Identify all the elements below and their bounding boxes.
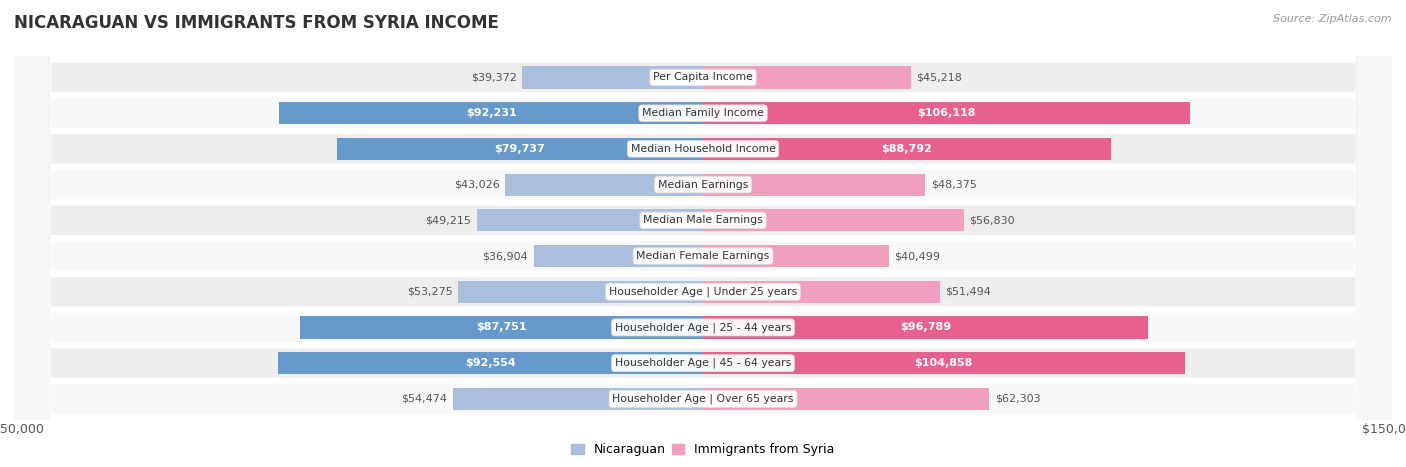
Bar xyxy=(703,138,1111,160)
Text: Median Male Earnings: Median Male Earnings xyxy=(643,215,763,225)
FancyBboxPatch shape xyxy=(14,0,1392,467)
Text: Median Household Income: Median Household Income xyxy=(630,144,776,154)
Text: $54,474: $54,474 xyxy=(401,394,447,404)
Text: $49,215: $49,215 xyxy=(426,215,471,225)
Text: $96,789: $96,789 xyxy=(900,322,950,333)
Bar xyxy=(278,352,703,374)
Text: $40,499: $40,499 xyxy=(894,251,941,261)
Bar xyxy=(703,174,925,196)
Text: $51,494: $51,494 xyxy=(945,287,991,297)
FancyBboxPatch shape xyxy=(14,0,1392,467)
Bar xyxy=(703,209,965,231)
Text: Source: ZipAtlas.com: Source: ZipAtlas.com xyxy=(1274,14,1392,24)
FancyBboxPatch shape xyxy=(14,0,1392,467)
FancyBboxPatch shape xyxy=(14,0,1392,467)
Bar xyxy=(458,281,703,303)
Bar xyxy=(703,281,939,303)
Text: $53,275: $53,275 xyxy=(408,287,453,297)
Bar xyxy=(477,209,703,231)
Text: $79,737: $79,737 xyxy=(495,144,546,154)
Text: $92,231: $92,231 xyxy=(465,108,516,118)
FancyBboxPatch shape xyxy=(14,0,1392,467)
Text: Median Earnings: Median Earnings xyxy=(658,180,748,190)
Text: $62,303: $62,303 xyxy=(994,394,1040,404)
Bar xyxy=(522,66,703,89)
Text: Householder Age | 45 - 64 years: Householder Age | 45 - 64 years xyxy=(614,358,792,368)
Bar xyxy=(703,388,990,410)
Text: $39,372: $39,372 xyxy=(471,72,516,83)
Text: $36,904: $36,904 xyxy=(482,251,529,261)
Bar xyxy=(533,245,703,267)
Text: NICARAGUAN VS IMMIGRANTS FROM SYRIA INCOME: NICARAGUAN VS IMMIGRANTS FROM SYRIA INCO… xyxy=(14,14,499,32)
FancyBboxPatch shape xyxy=(14,0,1392,467)
Text: Median Family Income: Median Family Income xyxy=(643,108,763,118)
FancyBboxPatch shape xyxy=(14,0,1392,467)
Text: $56,830: $56,830 xyxy=(970,215,1015,225)
FancyBboxPatch shape xyxy=(14,0,1392,467)
Bar xyxy=(703,102,1191,124)
Text: Householder Age | Over 65 years: Householder Age | Over 65 years xyxy=(612,394,794,404)
Bar xyxy=(703,352,1185,374)
Bar xyxy=(280,102,703,124)
FancyBboxPatch shape xyxy=(14,0,1392,467)
Text: $104,858: $104,858 xyxy=(915,358,973,368)
Text: $87,751: $87,751 xyxy=(477,322,527,333)
Text: $88,792: $88,792 xyxy=(882,144,932,154)
Bar xyxy=(337,138,703,160)
Text: $92,554: $92,554 xyxy=(465,358,516,368)
Bar xyxy=(703,245,889,267)
Bar xyxy=(299,316,703,339)
Text: $106,118: $106,118 xyxy=(918,108,976,118)
Text: Median Female Earnings: Median Female Earnings xyxy=(637,251,769,261)
Text: Householder Age | 25 - 44 years: Householder Age | 25 - 44 years xyxy=(614,322,792,333)
Text: $43,026: $43,026 xyxy=(454,180,501,190)
Text: Householder Age | Under 25 years: Householder Age | Under 25 years xyxy=(609,286,797,297)
Bar xyxy=(505,174,703,196)
FancyBboxPatch shape xyxy=(14,0,1392,467)
Text: $48,375: $48,375 xyxy=(931,180,977,190)
Legend: Nicaraguan, Immigrants from Syria: Nicaraguan, Immigrants from Syria xyxy=(567,439,839,461)
Bar xyxy=(703,316,1147,339)
Bar xyxy=(453,388,703,410)
Text: $45,218: $45,218 xyxy=(917,72,962,83)
Bar xyxy=(703,66,911,89)
Text: Per Capita Income: Per Capita Income xyxy=(652,72,754,83)
